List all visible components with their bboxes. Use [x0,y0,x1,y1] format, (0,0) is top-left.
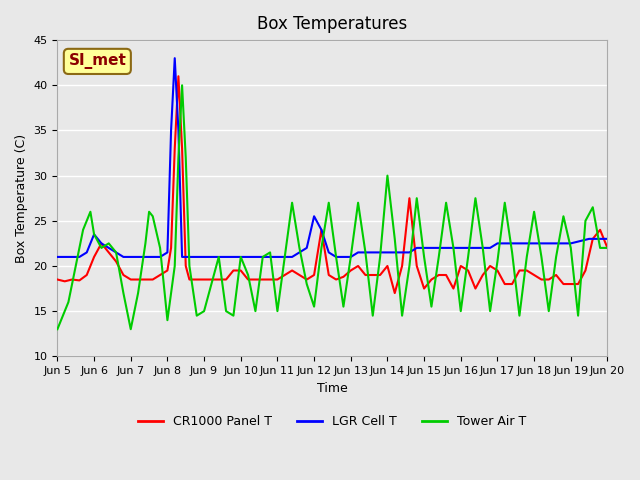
Title: Box Temperatures: Box Temperatures [257,15,408,33]
Text: SI_met: SI_met [68,53,126,70]
Y-axis label: Box Temperature (C): Box Temperature (C) [15,133,28,263]
X-axis label: Time: Time [317,382,348,395]
Legend: CR1000 Panel T, LGR Cell T, Tower Air T: CR1000 Panel T, LGR Cell T, Tower Air T [133,410,531,433]
